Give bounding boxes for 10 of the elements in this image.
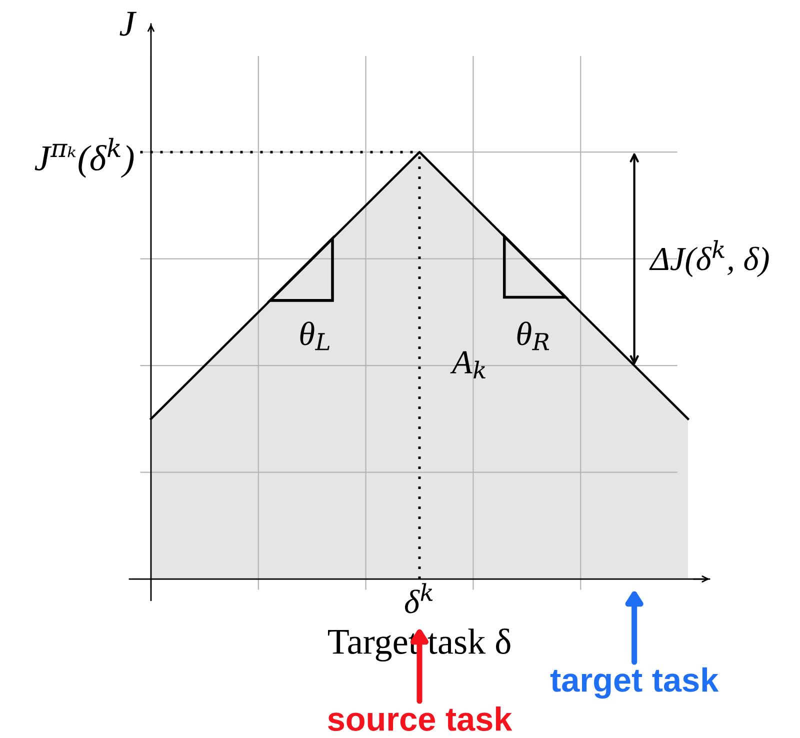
text: δ$^{k}$ [404,583,433,614]
x-axis-title: Target task δ [328,628,510,662]
annotation: A$_{k}$ [450,351,486,378]
annotation: θ$_{L}$ [300,322,330,350]
y-axis-title: J [120,12,137,36]
annotation: ΔJ(δ$^{k}$, δ) [649,240,769,278]
ref-line-label: J$^{πₖ}$(δ$^{k}$) [34,138,134,178]
text: target task [550,667,719,699]
annotation: θ$_{R}$ [517,322,550,350]
source-note: source task [328,706,512,731]
